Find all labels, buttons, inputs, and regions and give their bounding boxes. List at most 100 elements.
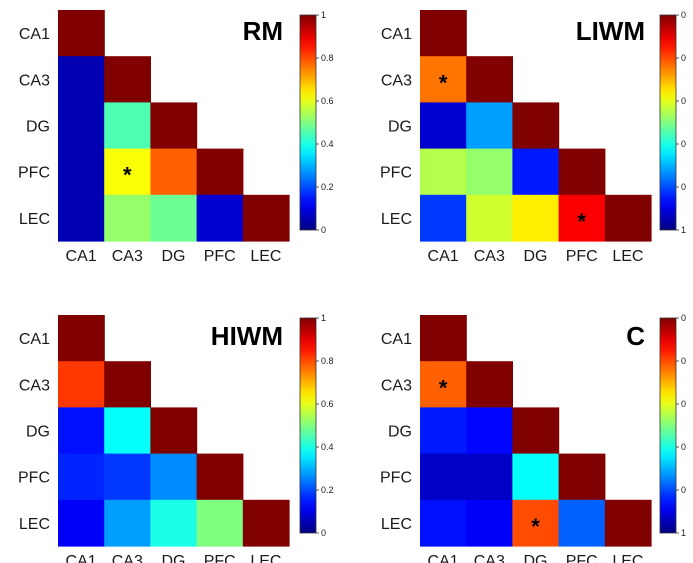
col-label-ca1: CA1: [428, 248, 459, 265]
row-label-ca1: CA1: [381, 26, 412, 43]
col-label-dg: DG: [162, 553, 186, 563]
heatmap-panel-c: * * CA1 CA3 DG PFC LEC CA1 CA3 DG PFC LEC C 1 0 0 0 0 0: [380, 313, 686, 563]
heatmap-cell-dg-ca3: [466, 407, 513, 455]
heatmap-cell-pfc-ca1: [58, 148, 105, 196]
heatmap-cell-pfc-dg: [150, 148, 198, 196]
row-label-pfc: PFC: [18, 470, 50, 487]
heatmap-cell-pfc-ca1: [58, 453, 105, 501]
row-label-ca3: CA3: [381, 72, 412, 89]
heatmap-cell-lec-pfc: [558, 499, 606, 547]
colorbar-tick-label: 1: [681, 225, 686, 235]
heatmap-cell-lec-dg: [150, 194, 198, 242]
colorbar-tick-label: 1: [681, 528, 686, 538]
row-label-lec: LEC: [19, 516, 50, 533]
col-label-dg: DG: [162, 248, 186, 265]
significance-star: *: [531, 514, 540, 539]
colorbar: [659, 14, 677, 231]
colorbar-tick-label: 0.2: [321, 485, 334, 495]
row-label-lec: LEC: [19, 211, 50, 228]
colorbar-tick-label: 0.8: [321, 356, 334, 366]
col-label-ca3: CA3: [112, 553, 143, 563]
heatmap-cell-dg-ca1: [420, 102, 467, 150]
heatmap-cell-pfc-dg: [150, 453, 198, 501]
colorbar-tick-label: 0: [681, 313, 686, 323]
colorbar-tick-label: 0.6: [321, 96, 334, 106]
row-label-lec: LEC: [381, 516, 412, 533]
significance-star: *: [439, 70, 448, 95]
colorbar-tick-label: 1: [321, 313, 326, 323]
colorbar-tick-label: 1: [321, 10, 326, 20]
col-label-ca3: CA3: [474, 248, 505, 265]
heatmap-cell-pfc-ca3: [104, 453, 151, 501]
heatmap-cell-lec-lec: [242, 499, 290, 547]
col-label-lec: LEC: [612, 248, 643, 265]
row-label-ca3: CA3: [381, 377, 412, 394]
col-label-ca1: CA1: [428, 553, 459, 563]
heatmap-cell-ca3-ca3: [104, 56, 151, 103]
heatmap-cell-dg-ca3: [104, 102, 151, 150]
panel-title: HIWM: [211, 321, 283, 351]
row-label-dg: DG: [388, 424, 412, 441]
col-label-ca3: CA3: [112, 248, 143, 265]
colorbar-tick-label: 0.2: [321, 182, 334, 192]
panel-title: LIWM: [576, 16, 645, 46]
heatmap-cell-lec-dg: [512, 194, 560, 242]
colorbar-tick-label: 0: [321, 225, 326, 235]
heatmap-cell-lec-pfc: [196, 194, 244, 242]
panel-title: C: [626, 321, 645, 351]
heatmap-cell-lec-lec: [604, 499, 652, 547]
heatmap-cell-dg-dg: [512, 407, 560, 455]
col-label-lec: LEC: [250, 553, 281, 563]
heatmap-cell-pfc-dg: [512, 453, 560, 501]
colorbar-tick-label: 0: [681, 139, 686, 149]
heatmap-cell-dg-dg: [150, 102, 198, 150]
heatmap-cell-pfc-pfc: [558, 148, 606, 196]
row-label-ca1: CA1: [381, 331, 412, 348]
colorbar-tick-label: 0: [681, 53, 686, 63]
heatmap-cell-dg-dg: [512, 102, 560, 150]
heatmap-cell-pfc-ca3: [466, 453, 513, 501]
heatmap-cell-lec-ca3: [104, 194, 151, 242]
heatmap-cell-pfc-pfc: [196, 148, 244, 196]
heatmap-cell-pfc-ca1: [420, 148, 467, 196]
heatmap-cell-lec-ca1: [420, 499, 467, 547]
heatmap-cell-lec-pfc: [558, 194, 606, 242]
heatmap-cell-dg-dg: [150, 407, 198, 455]
significance-star: *: [577, 209, 586, 234]
col-label-ca3: CA3: [474, 553, 505, 563]
heatmap-cell-pfc-ca3: [466, 148, 513, 196]
col-label-pfc: PFC: [204, 553, 236, 563]
heatmap-cell-dg-ca1: [58, 407, 105, 455]
col-label-dg: DG: [524, 248, 548, 265]
heatmap-cell-ca3-ca3: [466, 56, 513, 103]
row-label-ca1: CA1: [19, 331, 50, 348]
colorbar-tick-label: 0.4: [321, 442, 334, 452]
colorbar-tick-label: 0: [681, 442, 686, 452]
heatmap-cell-pfc-pfc: [558, 453, 606, 501]
row-label-pfc: PFC: [18, 165, 50, 182]
row-label-pfc: PFC: [380, 165, 412, 182]
heatmap-cell-lec-ca3: [466, 499, 513, 547]
heatmap-cell-ca3-ca1: [420, 56, 467, 103]
colorbar-tick-label: 0.6: [321, 399, 334, 409]
heatmap-cell-lec-lec: [242, 194, 290, 242]
heatmap-cell-pfc-dg: [512, 148, 560, 196]
heatmap-cell-ca3-ca1: [420, 361, 467, 408]
row-label-ca3: CA3: [19, 377, 50, 394]
colorbar-tick-label: 0: [681, 96, 686, 106]
colorbar-tick-label: 0: [681, 399, 686, 409]
heatmap-cell-lec-pfc: [196, 499, 244, 547]
colorbar-tick-label: 0: [321, 528, 326, 538]
heatmap-cell-ca3-ca1: [58, 361, 105, 408]
colorbar-tick-label: 0.4: [321, 139, 334, 149]
heatmap-cell-lec-ca1: [58, 499, 105, 547]
row-label-dg: DG: [388, 119, 412, 136]
row-label-ca1: CA1: [19, 26, 50, 43]
colorbar-tick-label: 0.8: [321, 53, 334, 63]
row-label-lec: LEC: [381, 211, 412, 228]
heatmap-cell-ca3-ca3: [466, 361, 513, 408]
heatmap-cell-lec-ca3: [104, 499, 151, 547]
heatmap-cell-lec-ca1: [58, 194, 105, 242]
col-label-pfc: PFC: [566, 553, 598, 563]
